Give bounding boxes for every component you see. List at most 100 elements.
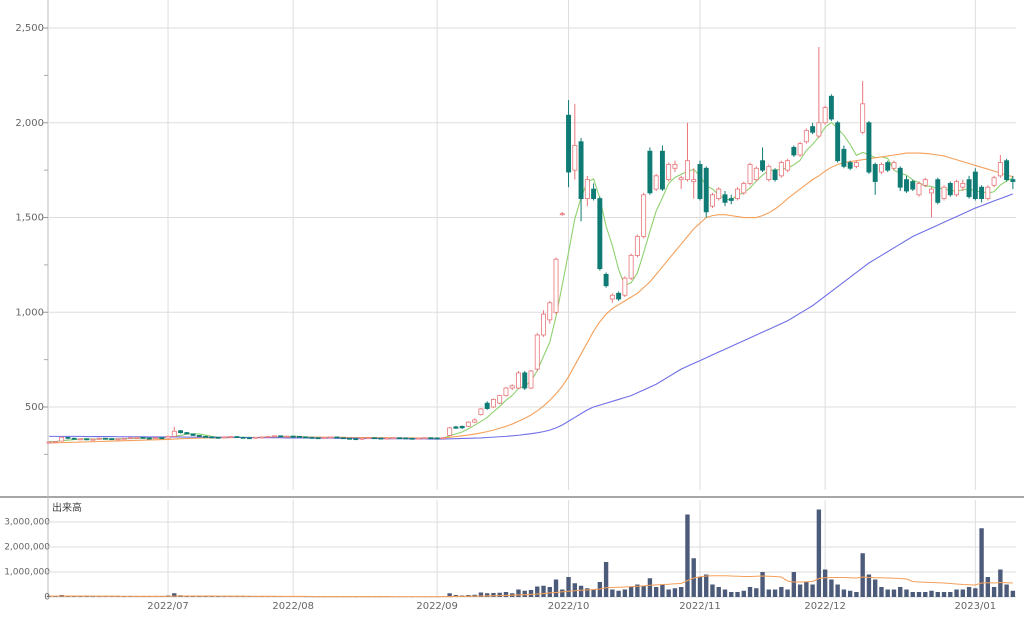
- candle-body: [972, 171, 978, 199]
- candle-body: [778, 162, 784, 177]
- y-tick-label: 2,000: [15, 118, 44, 129]
- candle-body: [772, 169, 778, 181]
- candle-body: [985, 186, 991, 199]
- x-tick-label: 2022/07: [147, 601, 189, 612]
- candle-body: [253, 436, 259, 439]
- volume-bar: [653, 587, 659, 597]
- candle-body: [353, 438, 359, 441]
- candle-body: [710, 194, 715, 207]
- volume-bar: [622, 589, 628, 597]
- volume-bar: [103, 596, 108, 597]
- candle-body: [979, 186, 985, 199]
- volume-bar: [735, 592, 740, 597]
- volume-bar: [729, 592, 734, 597]
- candle-body: [841, 148, 847, 167]
- candle-body: [384, 437, 390, 440]
- candle-body: [634, 236, 640, 256]
- volume-bar: [885, 589, 890, 597]
- candle-body: [666, 164, 672, 181]
- candle-body: [403, 437, 409, 440]
- volume-bar: [610, 589, 615, 597]
- volume-bar: [635, 584, 640, 597]
- candle-body: [246, 437, 252, 440]
- candle-body: [741, 183, 747, 194]
- x-tick-label: 2022/08: [272, 601, 314, 612]
- volume-bar: [547, 587, 552, 597]
- candle-body: [347, 437, 352, 440]
- volume-bar: [916, 592, 922, 597]
- candle-body: [803, 129, 809, 143]
- y-tick-label: 500: [25, 402, 44, 413]
- candle-body: [303, 436, 309, 439]
- volume-bar: [447, 593, 452, 597]
- volume-bar: [560, 589, 565, 597]
- volume-bar: [891, 589, 897, 597]
- volume-bar: [866, 574, 872, 597]
- candle-body: [121, 437, 127, 440]
- candle-body: [228, 436, 234, 438]
- volume-bar: [491, 593, 496, 597]
- candle-body: [947, 183, 953, 196]
- candle-body: [578, 141, 584, 199]
- candle-body: [415, 437, 421, 440]
- x-tick-label: 2022/09: [416, 601, 458, 612]
- volume-bar: [641, 585, 646, 597]
- volume-bar: [685, 514, 690, 597]
- candle-body: [240, 436, 246, 439]
- candle-body: [71, 437, 77, 440]
- candle-body: [259, 436, 265, 439]
- candle-body: [1010, 179, 1016, 182]
- candle-body: [378, 437, 384, 440]
- volume-bar: [747, 587, 753, 597]
- candle-body: [290, 435, 296, 438]
- volume-bar: [503, 592, 509, 597]
- candle-body: [278, 435, 284, 438]
- candle-body: [434, 437, 440, 440]
- candle-body: [878, 164, 884, 173]
- volume-bar: [860, 553, 865, 597]
- candle-body: [490, 399, 496, 408]
- volume-bar: [985, 577, 991, 597]
- candle-body: [196, 435, 202, 437]
- volume-bar: [835, 584, 840, 597]
- volume-bar: [647, 578, 653, 597]
- candle-body: [822, 107, 828, 124]
- candle-body: [465, 421, 471, 427]
- volume-bar: [616, 590, 621, 597]
- volume-bar: [722, 589, 728, 597]
- y-tick-label: 1,500: [15, 213, 44, 224]
- candle-body: [835, 122, 841, 162]
- volume-bar: [478, 592, 484, 597]
- candle-body: [966, 179, 972, 198]
- volume-bar: [666, 589, 671, 597]
- candle-body: [459, 425, 465, 429]
- candle-body: [453, 426, 459, 429]
- volume-label: 出来高: [52, 501, 82, 514]
- volume-bar: [553, 579, 559, 597]
- candle-body: [616, 292, 622, 300]
- candle-body: [866, 122, 872, 173]
- candle-body: [390, 437, 396, 440]
- volume-bar: [854, 592, 859, 597]
- volume-tick-label: 3,000,000: [4, 518, 50, 528]
- candle-body: [659, 150, 665, 190]
- candle-body: [190, 433, 196, 436]
- volume-bar: [791, 572, 797, 597]
- volume-bar: [228, 596, 233, 597]
- candle-body: [785, 160, 791, 171]
- candle-body: [897, 167, 903, 188]
- candle-body: [697, 164, 703, 199]
- candle-body: [359, 437, 365, 440]
- volume-bar: [873, 579, 878, 597]
- volume-bar: [660, 584, 665, 597]
- candle-body: [797, 143, 803, 156]
- candle-body: [622, 277, 628, 296]
- candle-body: [566, 114, 572, 173]
- candle-body: [322, 436, 327, 439]
- x-tick-label: 2022/11: [679, 601, 721, 612]
- volume-bar: [1004, 584, 1009, 597]
- candle-body: [397, 437, 403, 440]
- volume-bar: [847, 590, 853, 597]
- volume-bar: [810, 584, 815, 597]
